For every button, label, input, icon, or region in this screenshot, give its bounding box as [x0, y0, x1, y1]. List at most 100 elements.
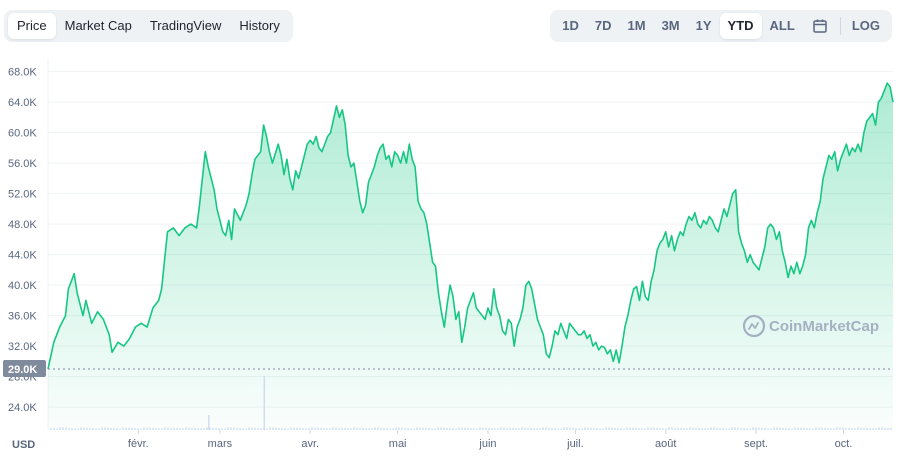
- volume-bar: [857, 427, 859, 430]
- volume-bar: [374, 427, 376, 430]
- volume-bar: [884, 427, 886, 430]
- volume-bar: [332, 427, 334, 430]
- volume-bar: [440, 427, 442, 430]
- price-area: [48, 83, 893, 430]
- volume-bar: [800, 427, 802, 430]
- volume-bar: [506, 427, 508, 430]
- volume-bar: [170, 427, 172, 430]
- tab-history[interactable]: History: [239, 18, 280, 33]
- volume-bar: [839, 427, 841, 430]
- volume-bar: [860, 427, 862, 430]
- volume-bar: [596, 428, 598, 430]
- volume-bar: [806, 428, 808, 430]
- volume-bar: [602, 428, 604, 430]
- volume-bar: [782, 427, 784, 430]
- range-ytd[interactable]: YTD: [719, 13, 762, 39]
- volume-bar: [410, 428, 412, 430]
- volume-bar: [488, 427, 490, 430]
- volume-bar: [653, 427, 655, 430]
- volume-bar: [359, 427, 361, 430]
- volume-bar: [758, 427, 760, 430]
- volume-bar: [662, 428, 664, 430]
- volume-bar: [197, 428, 199, 430]
- volume-bar: [299, 427, 301, 430]
- tab-price[interactable]: Price: [8, 13, 56, 39]
- volume-bar: [848, 428, 850, 430]
- calendar-button[interactable]: [803, 13, 837, 39]
- volume-bar: [845, 427, 847, 430]
- volume-bar: [230, 427, 232, 430]
- volume-bar: [797, 427, 799, 430]
- volume-bar: [104, 427, 106, 430]
- volume-bar: [443, 427, 445, 430]
- volume-bar: [794, 427, 796, 430]
- log-scale-button[interactable]: LOG: [851, 18, 880, 33]
- volume-bar: [173, 427, 175, 430]
- volume-bar: [737, 427, 739, 430]
- volume-bar: [71, 428, 73, 430]
- volume-bar: [341, 427, 343, 430]
- volume-bar: [296, 427, 298, 430]
- time-range-selector: 1D 7D 1M 3M 1Y YTD ALL LOG: [550, 10, 892, 42]
- volume-bar: [293, 427, 295, 430]
- volume-bar: [530, 427, 532, 430]
- range-1m[interactable]: 1M: [627, 18, 646, 33]
- x-tick-label: juin: [478, 438, 496, 450]
- range-1y[interactable]: 1Y: [695, 18, 712, 33]
- volume-bar: [131, 427, 133, 430]
- volume-bar: [215, 427, 217, 430]
- volume-bar: [416, 427, 418, 430]
- tab-market-cap[interactable]: Market Cap: [64, 18, 132, 33]
- volume-bar: [152, 427, 154, 430]
- volume-bar: [158, 428, 160, 430]
- volume-bar: [344, 428, 346, 430]
- volume-bar: [473, 428, 475, 430]
- volume-bar: [50, 428, 52, 430]
- tab-tradingview[interactable]: TradingView: [149, 18, 222, 33]
- volume-bar: [659, 428, 661, 430]
- volume-bar: [338, 427, 340, 430]
- volume-bar: [554, 428, 556, 430]
- volume-bar: [245, 428, 247, 430]
- volume-bar: [716, 427, 718, 430]
- volume-bar: [707, 428, 709, 430]
- x-tick-label: sept.: [744, 438, 768, 450]
- coinmarketcap-logo-icon: [742, 314, 766, 338]
- volume-bar: [317, 427, 319, 430]
- x-axis: févr. mars avr. mai juin juil. août sept. oct.: [128, 430, 852, 450]
- range-1d[interactable]: 1D: [562, 18, 579, 33]
- volume-bar: [545, 427, 547, 430]
- volume-bar: [497, 428, 499, 430]
- volume-bar: [710, 427, 712, 430]
- volume-bar: [404, 427, 406, 430]
- volume-bar: [830, 428, 832, 430]
- volume-bar: [314, 427, 316, 430]
- range-7d[interactable]: 7D: [594, 18, 612, 33]
- volume-bar: [713, 427, 715, 430]
- volume-bar: [674, 427, 676, 430]
- volume-bar: [614, 427, 616, 430]
- volume-bar: [491, 428, 493, 430]
- chart-type-tabs: Price Market Cap TradingView History: [4, 10, 293, 42]
- watermark-text: CoinMarketCap: [769, 318, 879, 335]
- volume-bar: [329, 428, 331, 430]
- volume-bar: [461, 427, 463, 430]
- range-all[interactable]: ALL: [769, 18, 795, 33]
- volume-bar: [284, 428, 286, 430]
- volume-bar: [347, 428, 349, 430]
- volume-bar: [62, 427, 64, 430]
- volume-bar: [107, 427, 109, 430]
- watermark: CoinMarketCap: [742, 314, 879, 338]
- volume-bars: [50, 376, 892, 430]
- volume-bar: [137, 428, 139, 430]
- volume-bar: [578, 428, 580, 430]
- volume-bar: [227, 427, 229, 430]
- volume-bar: [722, 428, 724, 430]
- range-3m[interactable]: 3M: [661, 18, 680, 33]
- volume-bar: [176, 428, 178, 430]
- volume-bar: [812, 428, 814, 430]
- volume-bar: [557, 428, 559, 430]
- volume-bar: [527, 427, 529, 430]
- volume-bar: [266, 428, 268, 430]
